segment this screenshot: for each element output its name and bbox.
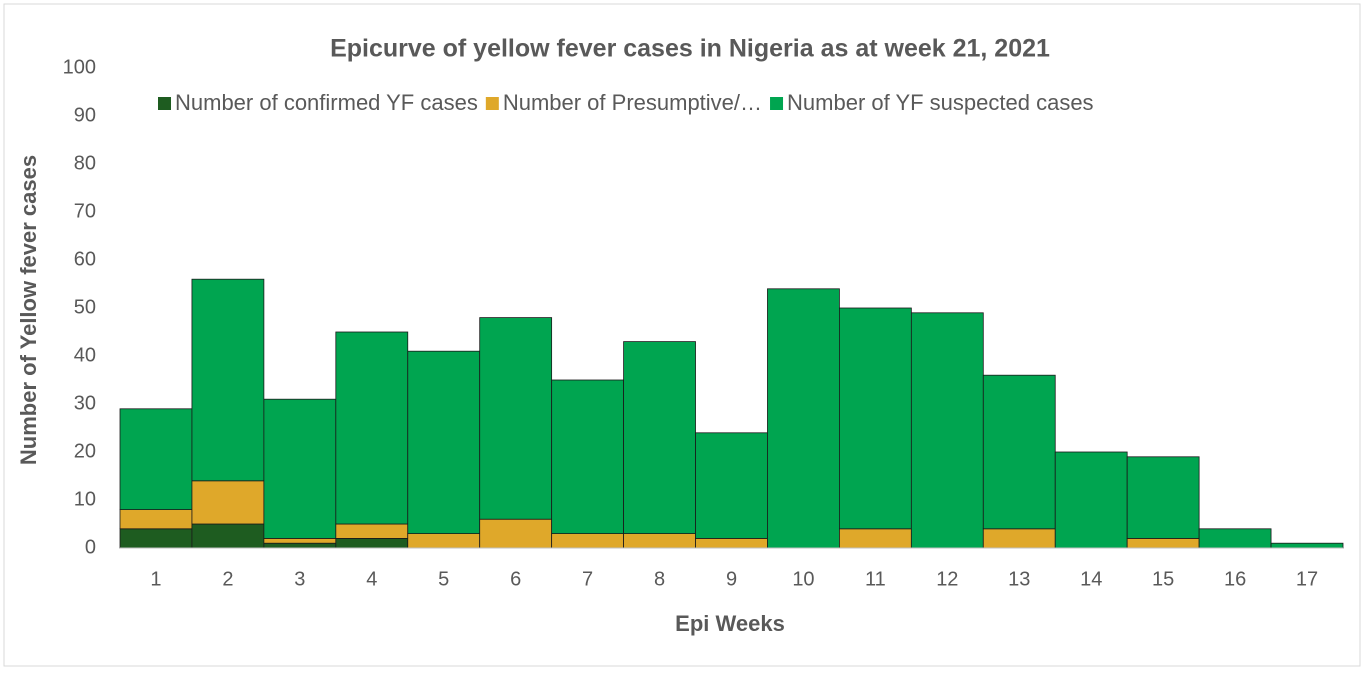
x-tick-label: 14 (1080, 568, 1102, 590)
bar-segment (910, 312, 984, 549)
bar-segment (335, 538, 409, 549)
bar-segment (263, 538, 337, 544)
bar-segment (1270, 542, 1344, 549)
chart-title: Epicurve of yellow fever cases in Nigeri… (330, 35, 1050, 63)
x-axis-title: Epi Weeks (675, 611, 785, 636)
x-tick-label: 4 (366, 568, 377, 590)
legend-swatch (770, 97, 784, 110)
y-tick-label: 80 (74, 152, 96, 174)
bar-segment (191, 278, 265, 482)
bar-segment (263, 542, 337, 549)
bar-segment (839, 528, 912, 549)
bar-segment (982, 374, 1056, 530)
x-tick-label: 11 (865, 568, 886, 590)
bar-segment (119, 408, 193, 510)
bar-segment (1126, 456, 1200, 539)
x-tick-label: 10 (792, 568, 814, 590)
y-tick-label: 30 (74, 392, 96, 414)
bar-segment (119, 509, 193, 530)
y-tick-label: 20 (74, 440, 96, 462)
x-tick-label: 15 (1152, 568, 1174, 590)
bar-segment (767, 288, 840, 549)
x-tick-label: 13 (1008, 568, 1030, 590)
legend-label: Number of confirmed YF cases (175, 90, 478, 115)
x-tick-label: 3 (294, 568, 305, 590)
bar-segment (695, 538, 768, 549)
x-tick-label: 16 (1224, 568, 1246, 590)
bar-segment (119, 528, 193, 549)
bar-segment (263, 398, 337, 539)
y-tick-label: 70 (74, 200, 96, 222)
y-axis-title: Number of Yellow fever cases (16, 155, 41, 465)
bar-segment (695, 432, 768, 539)
bar-segment (335, 331, 409, 525)
bar-segment (407, 533, 481, 549)
y-tick-label: 90 (74, 104, 96, 126)
y-tick-label: 40 (74, 344, 96, 366)
x-tick-label: 6 (510, 568, 521, 590)
legend-label: Number of YF suspected cases (787, 90, 1094, 115)
y-tick-label: 100 (63, 56, 96, 78)
x-tick-label: 12 (936, 568, 958, 590)
bar-segment (551, 533, 624, 549)
x-tick-label: 1 (150, 568, 161, 590)
y-tick-label: 50 (74, 296, 96, 318)
x-tick-label: 8 (654, 568, 665, 590)
bar-segment (982, 528, 1056, 549)
legend-label: Number of Presumptive/… (503, 90, 762, 115)
bar-segment (1198, 528, 1272, 549)
bar-segment (407, 350, 481, 535)
bar-segment (1126, 538, 1200, 549)
y-tick-label: 60 (74, 248, 96, 270)
legend-swatch (158, 97, 171, 110)
bar-segment (191, 480, 265, 525)
y-tick-label: 0 (85, 536, 96, 558)
x-tick-label: 9 (726, 568, 737, 590)
bar-segment (335, 523, 409, 539)
x-tick-label: 5 (438, 568, 449, 590)
bar-segment (1054, 451, 1128, 549)
legend-swatch (485, 97, 499, 110)
bar-segment (479, 317, 553, 520)
bar-segment (839, 307, 912, 530)
bar-segment (623, 533, 696, 549)
bar-segment (551, 379, 624, 535)
x-tick-label: 2 (222, 568, 233, 590)
x-tick-label: 7 (582, 568, 593, 590)
bar-segment (191, 523, 265, 549)
x-tick-label: 17 (1296, 568, 1318, 590)
bar-segment (479, 518, 553, 549)
y-tick-label: 10 (74, 488, 96, 510)
bar-segment (623, 341, 696, 535)
